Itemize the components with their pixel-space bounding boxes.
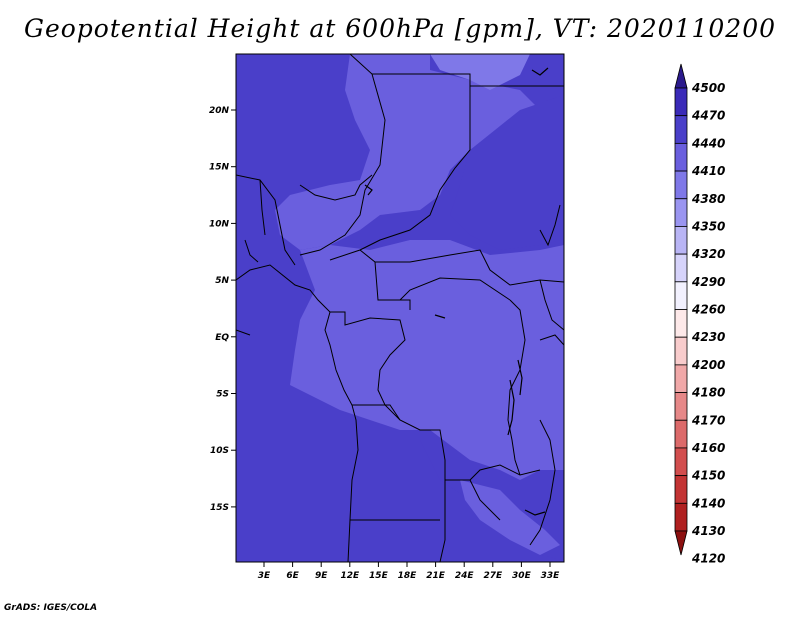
field-4350-north	[430, 54, 530, 90]
country-borders	[236, 54, 564, 562]
colorbar-label: 4320	[691, 247, 725, 261]
chart-title: Geopotential Height at 600hPa [gpm], VT:…	[23, 14, 777, 43]
colorbar-label: 4130	[691, 524, 725, 538]
colorbar-swatch	[674, 226, 688, 255]
lon-tick-label: 6E	[286, 571, 299, 581]
lon-tick-label: 33E	[541, 571, 561, 581]
lon-tick-label: 24E	[455, 571, 475, 581]
colorbar-label: 4200	[691, 358, 725, 372]
colorbar-label: 4140	[691, 496, 725, 510]
lat-tick-label: 20N	[209, 106, 230, 116]
field-4380-southpatch	[460, 480, 560, 555]
colorbar-swatch	[674, 253, 688, 283]
map-frame	[235, 53, 565, 563]
colorbar-label: 4380	[691, 192, 725, 206]
colorbar-label: 4500	[691, 81, 725, 95]
lon-tick-label: 18E	[398, 571, 418, 581]
field-4380-north	[275, 54, 540, 250]
colorbar-label: 4440	[691, 136, 725, 150]
colorbar-label: 4410	[691, 164, 725, 178]
lat-tick-label: 15N	[209, 163, 230, 173]
colorbar-label: 4470	[691, 109, 725, 123]
lat-tick-label: EQ	[215, 333, 229, 343]
colorbar-top-arrow	[674, 63, 688, 89]
colorbar-swatch	[674, 392, 688, 421]
lat-tick-label: 5N	[215, 276, 229, 286]
lon-tick-label: 15E	[369, 571, 389, 581]
colorbar-label: 4230	[691, 330, 725, 344]
colorbar-swatch	[674, 447, 688, 477]
credit-label: GrADS: IGES/COLA	[4, 603, 98, 613]
lon-tick-label: 30E	[512, 571, 532, 581]
colorbar-swatch	[674, 115, 688, 144]
lat-tick-label: 10N	[209, 219, 230, 229]
colorbar-swatch	[674, 281, 688, 310]
colorbar-swatch	[674, 419, 688, 449]
colorbar-swatch	[674, 502, 688, 532]
colorbar-swatch	[674, 336, 688, 366]
colorbar-label: 4160	[691, 441, 725, 455]
latitude-axis: 20N 15N 10N 5N EQ 5S 10S 15S	[209, 106, 236, 513]
lakes	[364, 67, 549, 516]
lon-tick-label: 27E	[483, 571, 503, 581]
field-4410-east	[450, 95, 564, 250]
longitude-axis: 3E 6E 9E 12E 15E 18E 21E 24E 27E 30E 33E	[258, 562, 560, 581]
colorbar: 4500 4470 4440 4410 4380 4350 4320 4290 4260 4230…	[674, 63, 725, 566]
colorbar-label: 4180	[691, 386, 725, 400]
field-4380-central	[290, 240, 564, 480]
lat-tick-label: 10S	[210, 446, 229, 456]
colorbar-label: 4350	[691, 219, 725, 233]
lon-tick-label: 21E	[426, 571, 446, 581]
colorbar-label: 4260	[691, 303, 725, 317]
map-panel	[236, 54, 564, 562]
lat-tick-label: 5S	[216, 390, 229, 400]
colorbar-label: 4170	[691, 413, 725, 427]
colorbar-swatch	[674, 142, 688, 172]
colorbar-swatch	[674, 87, 688, 117]
lon-tick-label: 3E	[258, 571, 271, 581]
lon-tick-label: 9E	[315, 571, 328, 581]
colorbar-label: 4150	[691, 469, 725, 483]
colorbar-label: 4290	[691, 275, 725, 289]
colorbar-swatch	[674, 475, 688, 504]
colorbar-label: 4120	[691, 552, 725, 566]
colorbar-swatch	[674, 309, 688, 338]
colorbar-swatch	[674, 198, 688, 227]
colorbar-bottom-arrow	[674, 530, 688, 556]
lat-tick-label: 15S	[210, 503, 229, 513]
field-4410-south	[236, 430, 564, 562]
colorbar-swatch	[674, 170, 688, 200]
colorbar-swatch	[674, 364, 688, 393]
lon-tick-label: 12E	[340, 571, 360, 581]
